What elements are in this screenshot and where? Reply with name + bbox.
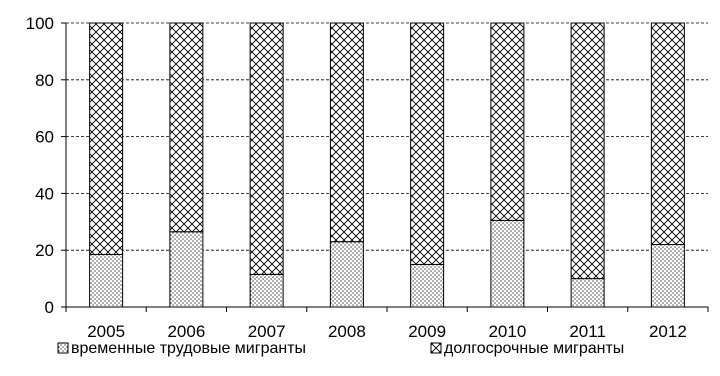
bar-long-term-2010: [490, 22, 525, 221]
bar-temporary-2006: [169, 231, 204, 308]
x-tick-label: 2009: [408, 322, 446, 341]
gridlines: [66, 22, 708, 251]
x-tick-label: 2008: [328, 322, 366, 341]
bar-long-term-2005: [89, 22, 124, 255]
bars: [89, 22, 685, 308]
bar-long-term-2012: [650, 22, 685, 246]
x-tick-label: 2012: [649, 322, 687, 341]
x-tick-label: 2006: [167, 322, 205, 341]
y-tick-label: 80: [35, 71, 54, 90]
bar-long-term-2009: [410, 22, 445, 265]
bar-temporary-2010: [490, 219, 525, 308]
legend-label: долгосрочные мигранты: [444, 340, 624, 357]
x-tick-label: 2007: [248, 322, 286, 341]
y-tick-label: 0: [45, 298, 54, 317]
axes: [61, 22, 709, 312]
legend-label: временные трудовые мигранты: [71, 340, 306, 357]
bar-temporary-2012: [650, 244, 685, 308]
x-tick-label: 2005: [87, 322, 125, 341]
bar-long-term-2007: [249, 22, 284, 275]
y-tick-label: 40: [35, 184, 54, 203]
tick-labels: 0 20 40 60 80 100 2005 2006 2007 2008 2009 2010 2011…: [26, 14, 687, 341]
bar-long-term-2011: [570, 22, 605, 280]
legend-item: долгосрочные мигранты: [430, 340, 624, 357]
bar-temporary-2009: [410, 263, 445, 308]
bar-temporary-2005: [89, 253, 124, 308]
bar-long-term-2006: [169, 22, 204, 233]
legend-swatch-crosshatch: [430, 342, 442, 354]
legend-item: временные трудовые мигранты: [57, 340, 306, 357]
y-tick-label: 20: [35, 241, 54, 260]
legend: временные трудовые мигранты долгосрочные …: [57, 340, 624, 357]
x-tick-label: 2011: [569, 322, 606, 341]
x-tick-label: 2010: [488, 322, 526, 341]
bar-temporary-2011: [570, 278, 605, 308]
bar-temporary-2007: [249, 273, 284, 308]
y-tick-label: 60: [35, 128, 54, 147]
bar-long-term-2008: [329, 22, 364, 243]
bar-temporary-2008: [329, 241, 364, 308]
y-tick-label: 100: [26, 14, 54, 33]
legend-swatch-dots: [57, 342, 69, 354]
